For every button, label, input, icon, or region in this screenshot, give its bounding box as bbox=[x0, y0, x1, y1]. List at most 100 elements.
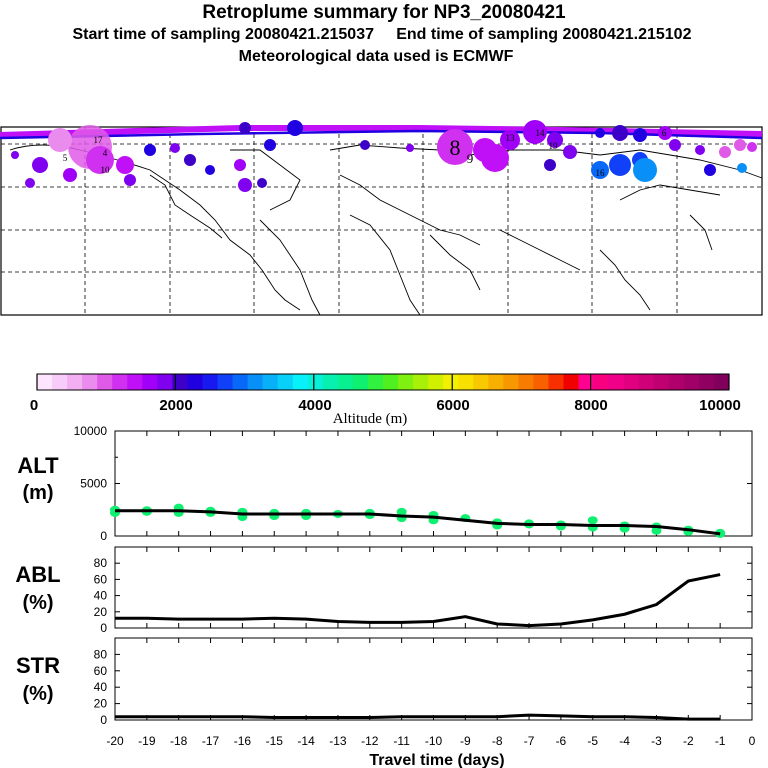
x-tick-label: 0 bbox=[749, 734, 756, 748]
map-label: 8 bbox=[450, 135, 461, 160]
colorbar-cell bbox=[428, 374, 444, 390]
map-day-labels: 8 16 9 4 5 17 19 13 6 14 10 bbox=[63, 128, 667, 178]
colorbar-cell bbox=[202, 374, 219, 390]
altitude-point bbox=[587, 516, 598, 525]
map-label: 17 bbox=[94, 135, 104, 145]
x-tick-label: -10 bbox=[425, 734, 443, 748]
x-tick-label: -7 bbox=[524, 734, 535, 748]
y-tick-label: 0 bbox=[100, 529, 107, 543]
colorbar-cell bbox=[638, 374, 655, 390]
colorbar-cell bbox=[292, 374, 309, 390]
colorbar-cell bbox=[187, 374, 203, 390]
x-tick-label: -1 bbox=[715, 734, 726, 748]
panel-unit-label: (%) bbox=[22, 592, 53, 614]
y-tick-label: 0 bbox=[100, 621, 107, 635]
chart-title: Retroplume summary for NP3_20080421 bbox=[202, 2, 566, 23]
map-label: 10 bbox=[101, 165, 111, 175]
x-tick-label: -18 bbox=[170, 734, 188, 748]
panel-abl: 80 60 40 20 0 ABL (%) bbox=[15, 546, 753, 635]
colorbar-tick-labels: 0 2000 4000 6000 8000 10000 bbox=[30, 397, 741, 414]
y-tick-label: 20 bbox=[94, 605, 108, 619]
coastlines bbox=[9, 144, 763, 316]
colorbar-major-ticks bbox=[36, 374, 730, 390]
y-tick-label: 5000 bbox=[80, 477, 107, 491]
plume-dots bbox=[11, 120, 757, 192]
x-axis-label: Travel time (days) bbox=[369, 752, 504, 768]
y-tick-label: 80 bbox=[94, 556, 108, 570]
series-line-str bbox=[115, 713, 721, 721]
colorbar-cell bbox=[593, 374, 610, 390]
colorbar-cell bbox=[668, 374, 685, 390]
colorbar-cell bbox=[232, 374, 249, 390]
panel-alt: 10000 5000 0 ALT (m) bbox=[17, 424, 753, 543]
colorbar-cell bbox=[52, 374, 68, 390]
colorbar-cell bbox=[398, 374, 414, 390]
colorbar-label: Altitude (m) bbox=[333, 411, 408, 427]
x-tick-label: -9 bbox=[460, 734, 471, 748]
x-tick-label: -20 bbox=[106, 734, 124, 748]
altitude-point bbox=[396, 507, 407, 516]
x-tick-label: -15 bbox=[266, 734, 284, 748]
y-tick-label: 40 bbox=[94, 589, 108, 603]
colorbar-cell bbox=[548, 374, 565, 390]
map-label: 4 bbox=[103, 148, 108, 158]
x-tick-label: -3 bbox=[651, 734, 662, 748]
y-tick-label: 40 bbox=[94, 680, 108, 694]
colorbar-cell bbox=[247, 374, 264, 390]
sampling-time-line: Start time of sampling 20080421.215037 E… bbox=[72, 26, 692, 43]
map-label: 14 bbox=[536, 128, 546, 138]
colorbar-cell bbox=[533, 374, 549, 390]
colorbar-cell bbox=[698, 374, 715, 390]
colorbar-cell bbox=[352, 374, 369, 390]
panel-label: STR bbox=[16, 653, 60, 678]
panel-frame bbox=[114, 637, 753, 721]
colorbar-cell bbox=[82, 374, 98, 390]
y-tick-label: 10000 bbox=[74, 424, 108, 438]
colorbar-cell bbox=[322, 374, 339, 390]
y-tick-label: 0 bbox=[100, 713, 107, 727]
colorbar-tick: 0 bbox=[30, 397, 38, 414]
x-tick-label: -13 bbox=[329, 734, 347, 748]
x-tick-label: -6 bbox=[556, 734, 567, 748]
colorbar-cell bbox=[608, 374, 625, 390]
y-tick-label: 20 bbox=[94, 697, 108, 711]
map-label: 13 bbox=[506, 133, 516, 143]
colorbar-cell bbox=[172, 374, 188, 390]
colorbar-cell bbox=[653, 374, 670, 390]
colorbar-tick: 4000 bbox=[298, 397, 331, 414]
panel-label: ABL bbox=[15, 562, 60, 587]
colorbar-cell bbox=[367, 374, 384, 390]
panel-str: 80 60 40 20 0 STR (%) bbox=[16, 637, 753, 727]
colorbar-cell bbox=[112, 374, 128, 390]
x-tick-label: -16 bbox=[234, 734, 252, 748]
colorbar-cell bbox=[683, 374, 700, 390]
x-tick-label: -8 bbox=[492, 734, 503, 748]
colorbar-cell bbox=[458, 374, 474, 390]
meteorological-data-line: Meteorological data used is ECMWF bbox=[238, 48, 514, 65]
x-tick-label: -5 bbox=[587, 734, 598, 748]
y-tick-label: 60 bbox=[94, 572, 108, 586]
colorbar-cell bbox=[488, 374, 504, 390]
colorbar-tick: 10000 bbox=[699, 397, 741, 414]
altitude-point bbox=[651, 526, 662, 535]
map-frame: 8 16 9 4 5 17 19 13 6 14 10 bbox=[0, 120, 763, 316]
colorbar-cell bbox=[443, 374, 459, 390]
colorbar-cell bbox=[623, 374, 640, 390]
colorbar-cell bbox=[37, 374, 53, 390]
map-label: 9 bbox=[467, 151, 474, 166]
colorbar-cell bbox=[518, 374, 534, 390]
colorbar-cell bbox=[713, 374, 730, 390]
panel-label: ALT bbox=[17, 453, 59, 478]
map-label: 16 bbox=[596, 168, 606, 178]
colorbar-cell bbox=[67, 374, 83, 390]
x-tick-label: -14 bbox=[297, 734, 315, 748]
map-gridlines bbox=[1, 127, 762, 315]
x-tick-labels: -20 -19 -18 -17 -16 -15 -14 -13 -12 -11 -10 -9 -8 -7-… bbox=[106, 734, 755, 748]
series-line-alt bbox=[115, 509, 721, 536]
x-tick-label: -12 bbox=[361, 734, 379, 748]
panel-unit-label: (m) bbox=[22, 482, 53, 504]
colorbar-cell bbox=[503, 374, 519, 390]
